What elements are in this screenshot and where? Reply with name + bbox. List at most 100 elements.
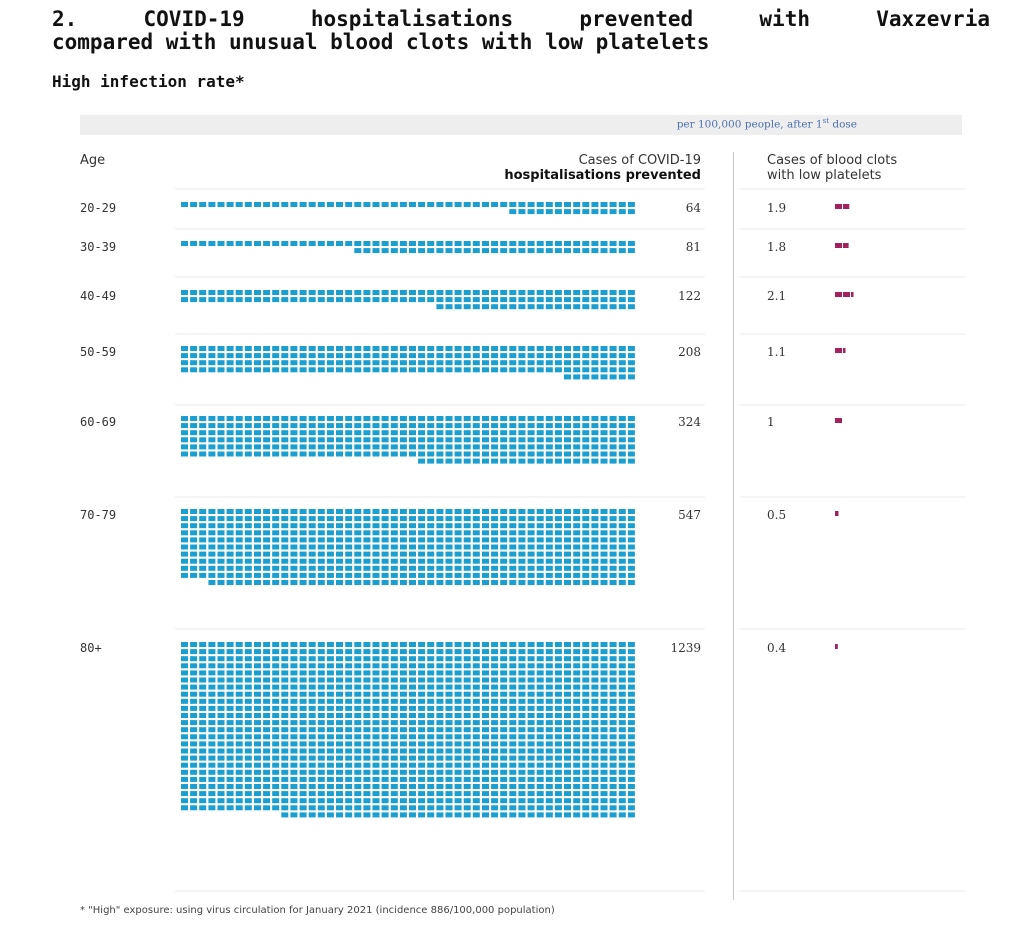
hospitalisation-square	[181, 720, 188, 726]
hospitalisation-square	[235, 656, 243, 662]
hospitalisation-square	[254, 727, 261, 733]
age-label: 60-69	[80, 415, 116, 429]
hospitalisation-square	[500, 798, 508, 804]
hospitalisation-square	[363, 727, 371, 733]
hospitalisation-square	[609, 784, 617, 789]
hospitalisation-square	[627, 374, 635, 380]
hospitalisation-square	[527, 805, 535, 811]
hospitalisation-square	[591, 755, 599, 761]
hospitalisation-square	[627, 705, 635, 711]
hospitalisation-square	[208, 523, 216, 529]
footnote: * "High" exposure: using virus circulati…	[80, 905, 555, 916]
hospitalisation-square	[491, 202, 499, 207]
hospitalisation-square	[591, 705, 599, 711]
hospitalisation-square	[345, 812, 353, 818]
hospitalisation-square	[208, 663, 216, 669]
blood-clot-value-label: 1.8	[767, 240, 786, 254]
hospitalisation-square	[609, 430, 617, 436]
hospitalisation-square	[609, 537, 617, 543]
hospitalisation-square	[217, 565, 225, 571]
hospitalisation-square	[427, 677, 435, 683]
hospitalisation-square	[463, 451, 471, 457]
hospitalisation-square	[363, 353, 371, 359]
hospitalisation-square	[181, 762, 188, 768]
hospitalisation-square	[554, 297, 562, 303]
hospitalisation-square	[509, 727, 517, 733]
hospitalisation-square	[199, 656, 207, 662]
hospitalisation-square	[600, 663, 608, 669]
hospitalisation-square	[390, 360, 398, 366]
hospitalisation-square	[244, 353, 252, 359]
hospitalisation-square	[600, 509, 608, 514]
hospitalisation-square	[308, 769, 316, 775]
hospitalisation-square	[545, 209, 553, 215]
hospitalisation-square	[500, 509, 508, 514]
hospitalisation-square	[390, 791, 398, 797]
hospitalisation-square	[235, 642, 243, 647]
hospitalisation-square	[500, 537, 508, 543]
hospitalisation-square	[290, 544, 298, 550]
hospitalisation-square	[381, 572, 389, 578]
hospitalisation-square	[482, 776, 489, 782]
hospitalisation-square	[290, 346, 298, 351]
hospitalisation-square	[518, 430, 526, 436]
hospitalisation-square	[317, 684, 325, 690]
hospitalisation-square	[336, 791, 343, 797]
hospitalisation-square	[290, 297, 298, 303]
hospitalisation-square	[591, 812, 599, 818]
hospitalisation-square	[181, 698, 188, 704]
hospitalisation-square	[454, 304, 462, 310]
hospitalisation-square	[372, 565, 380, 571]
hospitalisation-square	[545, 734, 553, 740]
hospitalisation-square	[536, 516, 544, 522]
hospitalisation-square	[181, 416, 188, 421]
hospitalisation-square	[372, 423, 380, 429]
hospitalisation-square	[372, 416, 380, 421]
hospitalisation-square	[363, 202, 371, 207]
hospitalisation-square	[627, 769, 635, 775]
hospitalisation-square	[299, 509, 307, 514]
hospitalisation-square	[509, 544, 517, 550]
hospitalisation-square	[372, 544, 380, 550]
hospitalisation-square	[500, 530, 508, 536]
hospitalisation-square	[527, 423, 535, 429]
hospitalisation-square	[564, 346, 571, 351]
hospitalisation-square	[381, 346, 389, 351]
hospitalisation-square	[345, 762, 353, 768]
hospitalisation-square	[190, 784, 198, 789]
hospitalisation-square	[454, 812, 462, 818]
hospitalisation-square	[618, 812, 626, 818]
hospitalisation-square	[263, 798, 271, 804]
hospitalisation-square	[199, 565, 207, 571]
hospitalisation-square	[345, 784, 353, 789]
hospitalisation-square	[345, 755, 353, 761]
hospitalisation-square	[217, 677, 225, 683]
hospitalisation-square	[454, 241, 462, 246]
hospitalisation-square	[527, 580, 535, 585]
hospitalisation-square	[190, 713, 198, 718]
hospitalisation-square	[582, 209, 590, 215]
hospitalisation-square	[536, 530, 544, 536]
hospitalisation-square	[427, 558, 435, 564]
hospitalisation-square	[299, 416, 307, 421]
hospitalisation-square	[536, 698, 544, 704]
hospitalisation-square	[445, 805, 453, 811]
hospitalisation-square	[308, 734, 316, 740]
hospitalisation-square	[409, 705, 416, 711]
hospitalisation-square	[609, 551, 617, 557]
hospitalisation-value-label: 547	[678, 508, 701, 522]
hospitalisation-square	[609, 346, 617, 351]
hospitalisation-square	[491, 798, 499, 804]
hospitalisation-square	[354, 649, 362, 655]
hospitalisation-square	[254, 762, 261, 768]
hospitalisation-square	[399, 656, 407, 662]
hospitalisation-square	[308, 437, 316, 443]
hospitalisation-square	[609, 423, 617, 429]
hospitalisation-square	[518, 642, 526, 647]
hospitalisation-square	[436, 684, 444, 690]
hospitalisation-square	[363, 755, 371, 761]
hospitalisation-square	[281, 748, 289, 754]
hospitalisation-square	[235, 444, 243, 450]
hospitalisation-square	[618, 509, 626, 514]
hospitalisation-square	[299, 580, 307, 585]
